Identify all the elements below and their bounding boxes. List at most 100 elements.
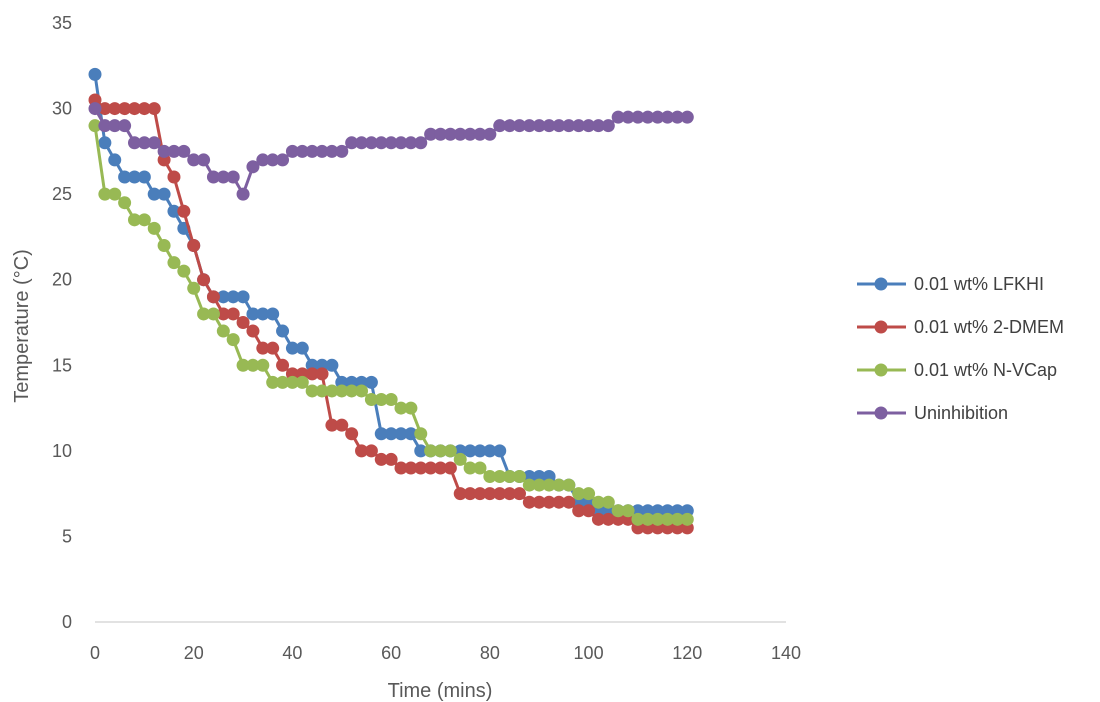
data-point (157, 187, 171, 201)
data-point (483, 470, 497, 484)
data-point (177, 264, 191, 278)
data-point (256, 307, 270, 321)
data-point (394, 401, 408, 415)
data-point (394, 461, 408, 475)
data-point (552, 495, 566, 509)
data-point (137, 213, 151, 227)
data-point (137, 102, 151, 116)
data-point (226, 170, 240, 184)
data-point (147, 221, 161, 235)
data-point (157, 238, 171, 252)
data-point (601, 512, 615, 526)
data-point (256, 358, 270, 372)
data-point (394, 136, 408, 150)
legend-label: Uninhibition (914, 403, 1008, 423)
data-point (118, 102, 132, 116)
data-point (493, 444, 507, 458)
data-point (147, 187, 161, 201)
data-point (542, 478, 556, 492)
x-tick-label: 100 (574, 643, 604, 663)
data-point (266, 153, 280, 167)
data-point (404, 461, 418, 475)
data-point (118, 196, 132, 210)
data-point (591, 512, 605, 526)
data-point (601, 119, 615, 133)
data-point (641, 110, 655, 124)
data-point (226, 290, 240, 304)
data-point (483, 487, 497, 501)
data-point (424, 444, 438, 458)
data-point (266, 375, 280, 389)
data-point (355, 136, 369, 150)
data-point (315, 367, 329, 381)
data-point (453, 452, 467, 466)
legend-marker (874, 406, 888, 420)
data-point (503, 470, 517, 484)
data-point (532, 478, 546, 492)
legend-marker (874, 277, 888, 291)
data-point (680, 110, 694, 124)
data-point (345, 136, 359, 150)
legend-label: 0.01 wt% LFKHI (914, 274, 1044, 294)
data-point (384, 136, 398, 150)
y-tick-labels: 0 5 10 15 20 25 30 35 (52, 13, 72, 632)
data-point (364, 393, 378, 407)
data-point (503, 487, 517, 501)
y-tick-label: 5 (62, 526, 72, 546)
data-point (463, 461, 477, 475)
data-point (216, 290, 230, 304)
data-point (147, 136, 161, 150)
x-tick-label: 140 (771, 643, 801, 663)
data-point (512, 487, 526, 501)
data-point (246, 307, 260, 321)
data-point (226, 307, 240, 321)
data-point (591, 119, 605, 133)
data-point (295, 144, 309, 158)
data-point (631, 110, 645, 124)
data-point (680, 512, 694, 526)
data-point (493, 470, 507, 484)
data-point (582, 119, 596, 133)
data-point (404, 401, 418, 415)
data-point (108, 187, 122, 201)
data-point (206, 290, 220, 304)
data-point (147, 102, 161, 116)
data-point (414, 136, 428, 150)
data-point (256, 153, 270, 167)
data-point (325, 358, 339, 372)
data-point (325, 384, 339, 398)
data-point (325, 144, 339, 158)
data-point (325, 418, 339, 432)
data-point (483, 444, 497, 458)
data-point (108, 119, 122, 133)
data-point (216, 307, 230, 321)
data-point (621, 110, 635, 124)
data-point (226, 333, 240, 347)
y-tick-label: 20 (52, 270, 72, 290)
data-point (137, 170, 151, 184)
data-point (315, 144, 329, 158)
data-point (197, 273, 211, 287)
data-point (236, 358, 250, 372)
data-point (483, 127, 497, 141)
data-point (127, 102, 141, 116)
x-tick-label: 40 (282, 643, 302, 663)
data-point (414, 427, 428, 441)
data-point (285, 341, 299, 355)
data-point (236, 187, 250, 201)
data-point (532, 495, 546, 509)
data-point (118, 170, 132, 184)
series-4 (88, 102, 694, 201)
data-point (404, 136, 418, 150)
data-point (216, 324, 230, 338)
data-point (562, 495, 576, 509)
data-point (374, 452, 388, 466)
y-tick-label: 30 (52, 99, 72, 119)
data-point (305, 367, 319, 381)
legend-item: Uninhibition (857, 403, 1008, 423)
data-point (276, 358, 290, 372)
data-point (522, 495, 536, 509)
data-point (453, 487, 467, 501)
data-point (167, 170, 181, 184)
